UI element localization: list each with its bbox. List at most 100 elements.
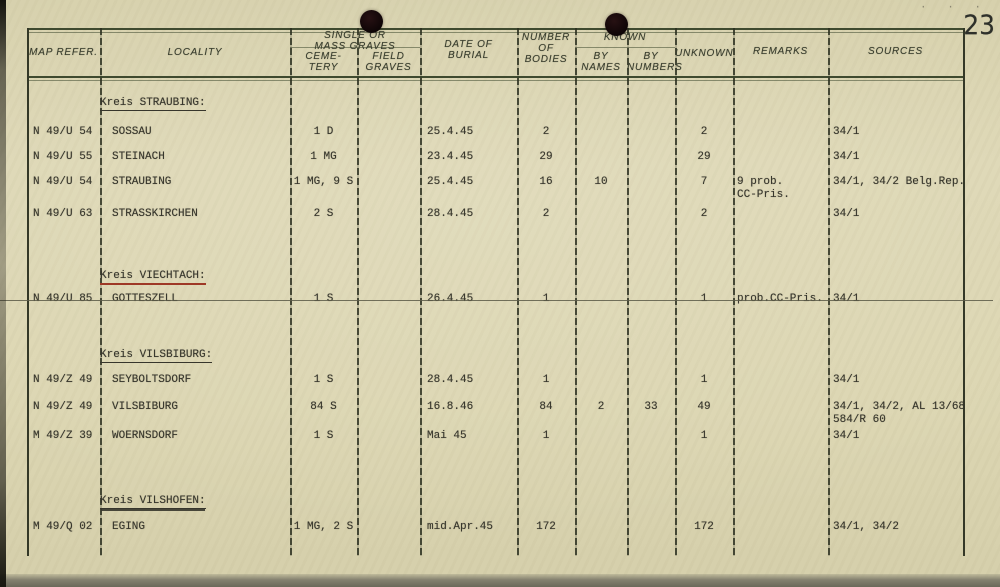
- cell-by_names: 2: [597, 401, 605, 413]
- header-remarks: REMARKS: [752, 46, 809, 57]
- table-column-line: [675, 28, 677, 556]
- cell-cemetery: 84 S: [310, 401, 337, 413]
- header-cemetery: CEME- TERY: [305, 51, 342, 73]
- cell-bodies: 2: [542, 208, 550, 220]
- header-sources: SOURCES: [867, 46, 924, 57]
- cell-locality: VILSBIBURG: [112, 401, 179, 413]
- table-column-line: [627, 28, 629, 556]
- cell-cemetery: 2 S: [313, 208, 334, 220]
- header-known-group: KNOWN: [603, 32, 647, 43]
- table-column-line: [420, 28, 422, 556]
- table-column-line: [290, 28, 292, 556]
- cell-sources: 34/1: [833, 208, 860, 220]
- scan-edge-left: [0, 0, 6, 587]
- cell-unknown: 2: [700, 126, 708, 138]
- cell-cemetery: 1 S: [313, 374, 334, 386]
- cell-locality: STEINACH: [112, 151, 165, 163]
- section-heading: Kreis VILSBIBURG:: [100, 349, 290, 363]
- cell-bodies: 29: [539, 151, 553, 163]
- hole-punch-left: [360, 10, 383, 33]
- cell-unknown: 1: [700, 430, 708, 442]
- strikethrough-line: [0, 300, 993, 301]
- cell-sources: 34/1: [833, 430, 860, 442]
- cell-map_ref: N 49/U 63: [33, 208, 93, 220]
- cell-map_ref: N 49/Z 49: [33, 401, 93, 413]
- table-top-border: [27, 28, 963, 30]
- cell-remarks: prob.CC-Pris.: [737, 293, 823, 305]
- header-field-graves: FIELD GRAVES: [365, 51, 412, 73]
- table-column-line: [828, 28, 830, 556]
- cell-bodies: 1: [542, 374, 550, 386]
- table-column-line: [575, 28, 577, 556]
- cell-sources: 34/1, 34/2 Belg.Rep.: [833, 176, 966, 188]
- cell-bodies: 1: [542, 430, 550, 442]
- cell-map_ref: N 49/U 55: [33, 151, 93, 163]
- header-date-of-burial: DATE OF BURIAL: [444, 39, 493, 61]
- scan-edge-bottom: [0, 574, 1000, 587]
- header-map-refer: MAP REFER.: [29, 47, 98, 58]
- header-by-names: BY NAMES: [581, 51, 621, 73]
- page-dots: · · ·: [920, 2, 989, 14]
- header-bottom-border: [27, 76, 963, 78]
- cell-map_ref: M 49/Q 02: [33, 521, 93, 533]
- known-group-divider: [575, 47, 675, 48]
- header-bottom-border-inner: [27, 80, 963, 81]
- cell-sources: 34/1, 34/2, AL 13/68 584/R 60: [833, 401, 966, 426]
- cell-cemetery: 1 S: [313, 430, 334, 442]
- cell-date: 23.4.45: [427, 151, 474, 163]
- cell-sources: 34/1, 34/2: [833, 521, 900, 533]
- cell-locality: EGING: [112, 521, 146, 533]
- section-heading-text: Kreis VILSBIBURG:: [100, 349, 213, 363]
- section-heading-text: Kreis VIECHTACH:: [100, 270, 206, 285]
- header-number-of-bodies: NUMBER OF BODIES: [521, 32, 571, 65]
- cell-bodies: 84: [539, 401, 553, 413]
- cell-unknown: 7: [700, 176, 708, 188]
- table-column-line: [27, 28, 30, 556]
- cell-by_numbers: 33: [644, 401, 658, 413]
- table-column-line: [357, 28, 359, 556]
- cell-sources: 34/1: [833, 151, 860, 163]
- cell-locality: GOTTESZELL: [112, 293, 179, 305]
- cell-date: 25.4.45: [427, 126, 474, 138]
- page-number: 23: [963, 10, 995, 41]
- cell-sources: 34/1: [833, 374, 860, 386]
- cell-date: mid.Apr.45: [427, 521, 494, 533]
- table-column-line: [963, 28, 966, 556]
- cell-bodies: 2: [542, 126, 550, 138]
- section-heading: Kreis VILSHOFEN:: [100, 495, 290, 509]
- table-column-line: [517, 28, 519, 556]
- cell-locality: STRASSKIRCHEN: [112, 208, 198, 220]
- cell-unknown: 1: [700, 293, 708, 305]
- cell-cemetery: 1 MG, 9 S: [293, 176, 354, 188]
- cell-bodies: 16: [539, 176, 553, 188]
- cell-date: 25.4.45: [427, 176, 474, 188]
- cell-unknown: 1: [700, 374, 708, 386]
- table-column-line: [100, 28, 102, 556]
- cell-cemetery: 1 MG: [310, 151, 337, 163]
- header-unknown: UNKNOWN: [675, 48, 734, 59]
- cell-sources: 34/1: [833, 126, 860, 138]
- section-heading: Kreis VIECHTACH:: [100, 270, 290, 285]
- section-heading-text: Kreis STRAUBING:: [100, 97, 206, 111]
- cell-sources: 34/1: [833, 293, 860, 305]
- cell-map_ref: N 49/Z 49: [33, 374, 93, 386]
- cell-map_ref: N 49/U 54: [33, 126, 93, 138]
- cell-date: 16.8.46: [427, 401, 474, 413]
- cell-unknown: 29: [697, 151, 711, 163]
- cell-bodies: 1: [542, 293, 550, 305]
- cell-unknown: 2: [700, 208, 708, 220]
- section-heading: Kreis STRAUBING:: [100, 97, 290, 111]
- header-locality: LOCALITY: [167, 47, 223, 58]
- cell-locality: STRAUBING: [112, 176, 172, 188]
- hole-punch-right: [605, 13, 628, 36]
- cell-cemetery: 1 MG, 2 S: [293, 521, 354, 533]
- cell-date: Mai 45: [427, 430, 467, 442]
- cell-remarks: 9 prob. CC-Pris.: [737, 176, 790, 201]
- cell-locality: WOERNSDORF: [112, 430, 179, 442]
- table-column-line: [733, 28, 735, 556]
- cell-cemetery: 1 D: [313, 126, 334, 138]
- graves-group-divider: [290, 47, 420, 48]
- cell-cemetery: 1 S: [313, 293, 334, 305]
- header-by-numbers: BY NUMBERS: [627, 51, 683, 73]
